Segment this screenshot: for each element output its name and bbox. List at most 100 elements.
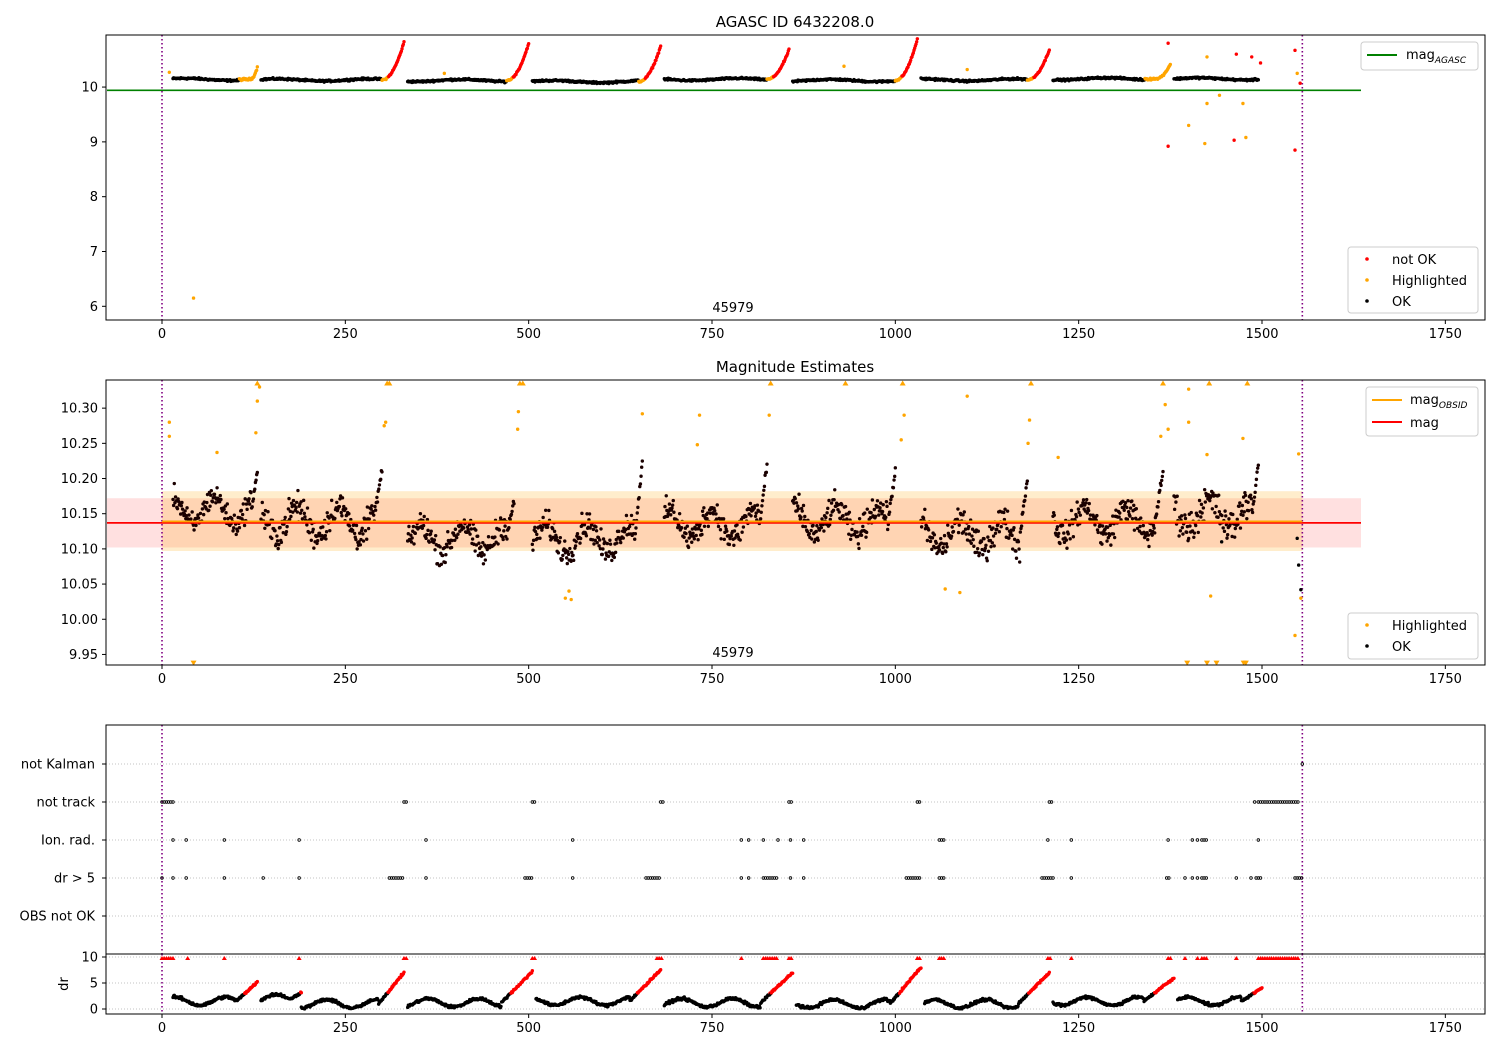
estimate-point: [1217, 493, 1221, 497]
estimate-clipped-low-marker: [1184, 660, 1191, 666]
estimate-point: [411, 524, 416, 529]
estimate-point: [235, 529, 240, 533]
estimate-point: [1112, 535, 1117, 540]
estimate-point: [1230, 534, 1234, 539]
estimate-highlighted-point: [958, 590, 962, 595]
estimate-point: [407, 524, 411, 529]
panel1-ytick-label: 9: [90, 135, 98, 150]
estimate-point: [633, 532, 638, 536]
flag-marker: [1166, 838, 1170, 842]
estimate-highlighted-point: [567, 589, 571, 593]
estimate-point: [1224, 522, 1229, 527]
estimate-point: [585, 512, 589, 516]
estimate-point: [173, 495, 178, 499]
estimate-outlier-point: [1219, 540, 1224, 544]
magnitude-outlier-point: [442, 71, 447, 76]
flag-marker: [1258, 876, 1263, 880]
panel2-xtick-label: 1250: [1062, 672, 1095, 687]
magnitude-point: [525, 46, 530, 51]
estimate-point: [885, 527, 890, 532]
panel2-title: Magnitude Estimates: [716, 358, 874, 376]
flag-marker: [1183, 876, 1187, 880]
estimate-point: [706, 524, 711, 529]
estimate-point: [888, 501, 892, 506]
magnitude-outlier-point: [965, 67, 969, 72]
estimate-point: [287, 517, 292, 522]
estimate-point: [200, 507, 205, 511]
estimate-point: [202, 500, 207, 504]
estimate-highlighted-point: [515, 427, 520, 431]
estimate-point: [171, 497, 175, 502]
magnitude-point: [654, 58, 658, 62]
estimate-point: [1064, 538, 1069, 542]
estimate-point: [944, 550, 948, 554]
estimate-point: [183, 509, 187, 513]
estimate-point: [800, 509, 804, 513]
estimate-point: [985, 559, 989, 563]
estimate-point: [870, 498, 875, 502]
estimate-point: [300, 517, 305, 521]
flag-marker: [788, 876, 793, 880]
estimate-point: [988, 538, 993, 543]
legend-ok-label: OK: [1392, 295, 1411, 310]
estimate-point: [196, 516, 201, 520]
estimate-point: [1128, 514, 1132, 518]
estimate-point: [757, 509, 761, 513]
estimate-point: [694, 533, 698, 538]
estimate-point: [380, 470, 384, 474]
dr-point: [1239, 995, 1243, 1000]
estimate-point: [1200, 511, 1204, 515]
estimate-point: [684, 531, 688, 536]
estimate-point: [1224, 514, 1228, 518]
flag-marker: [913, 876, 917, 880]
estimate-point: [1114, 508, 1118, 512]
estimate-point: [847, 532, 851, 536]
estimate-highlighted-point: [1166, 427, 1170, 431]
estimate-point: [250, 505, 254, 509]
estimate-point: [245, 507, 249, 512]
magnitude-point: [785, 51, 790, 56]
estimate-point: [950, 525, 954, 529]
estimate-point: [689, 534, 693, 538]
estimate-point: [305, 523, 309, 527]
estimate-point: [433, 533, 438, 538]
estimate-point: [274, 542, 278, 546]
estimate-point: [885, 504, 889, 509]
estimate-point: [594, 529, 599, 533]
estimate-point: [869, 510, 873, 515]
flag-marker: [942, 876, 946, 880]
estimate-point: [1172, 507, 1177, 512]
estimate-point: [1068, 537, 1072, 541]
estimate-point: [624, 513, 629, 518]
estimate-point: [578, 536, 583, 541]
panel2-ytick-label: 10.05: [61, 578, 98, 593]
flag-marker: [396, 876, 400, 880]
estimate-point: [339, 510, 343, 515]
estimate-point: [1081, 501, 1085, 505]
estimate-point: [321, 525, 325, 529]
estimate-clipped-high-marker: [1160, 380, 1166, 386]
estimate-point: [255, 470, 260, 475]
estimate-point: [361, 539, 366, 543]
estimate-point: [708, 511, 712, 515]
magnitude-outlier-point: [1232, 138, 1236, 142]
estimate-highlighted-point: [943, 587, 947, 591]
estimate-point: [1017, 560, 1022, 564]
estimate-point: [1019, 524, 1024, 528]
estimate-point: [598, 538, 602, 542]
estimate-highlighted-point: [899, 438, 903, 442]
estimate-point: [373, 504, 377, 509]
estimate-point: [961, 513, 965, 517]
estimate-point: [1181, 532, 1185, 536]
estimate-point: [535, 532, 539, 537]
estimate-point: [565, 561, 570, 566]
estimate-point: [479, 554, 484, 558]
magnitude-point: [401, 42, 406, 47]
estimate-point: [1232, 535, 1237, 539]
estimate-point: [556, 551, 561, 555]
estimate-point: [740, 530, 744, 534]
estimate-point: [1066, 532, 1070, 536]
estimate-point: [671, 498, 675, 503]
estimate-highlighted-point: [255, 399, 260, 403]
estimate-point: [406, 532, 411, 536]
